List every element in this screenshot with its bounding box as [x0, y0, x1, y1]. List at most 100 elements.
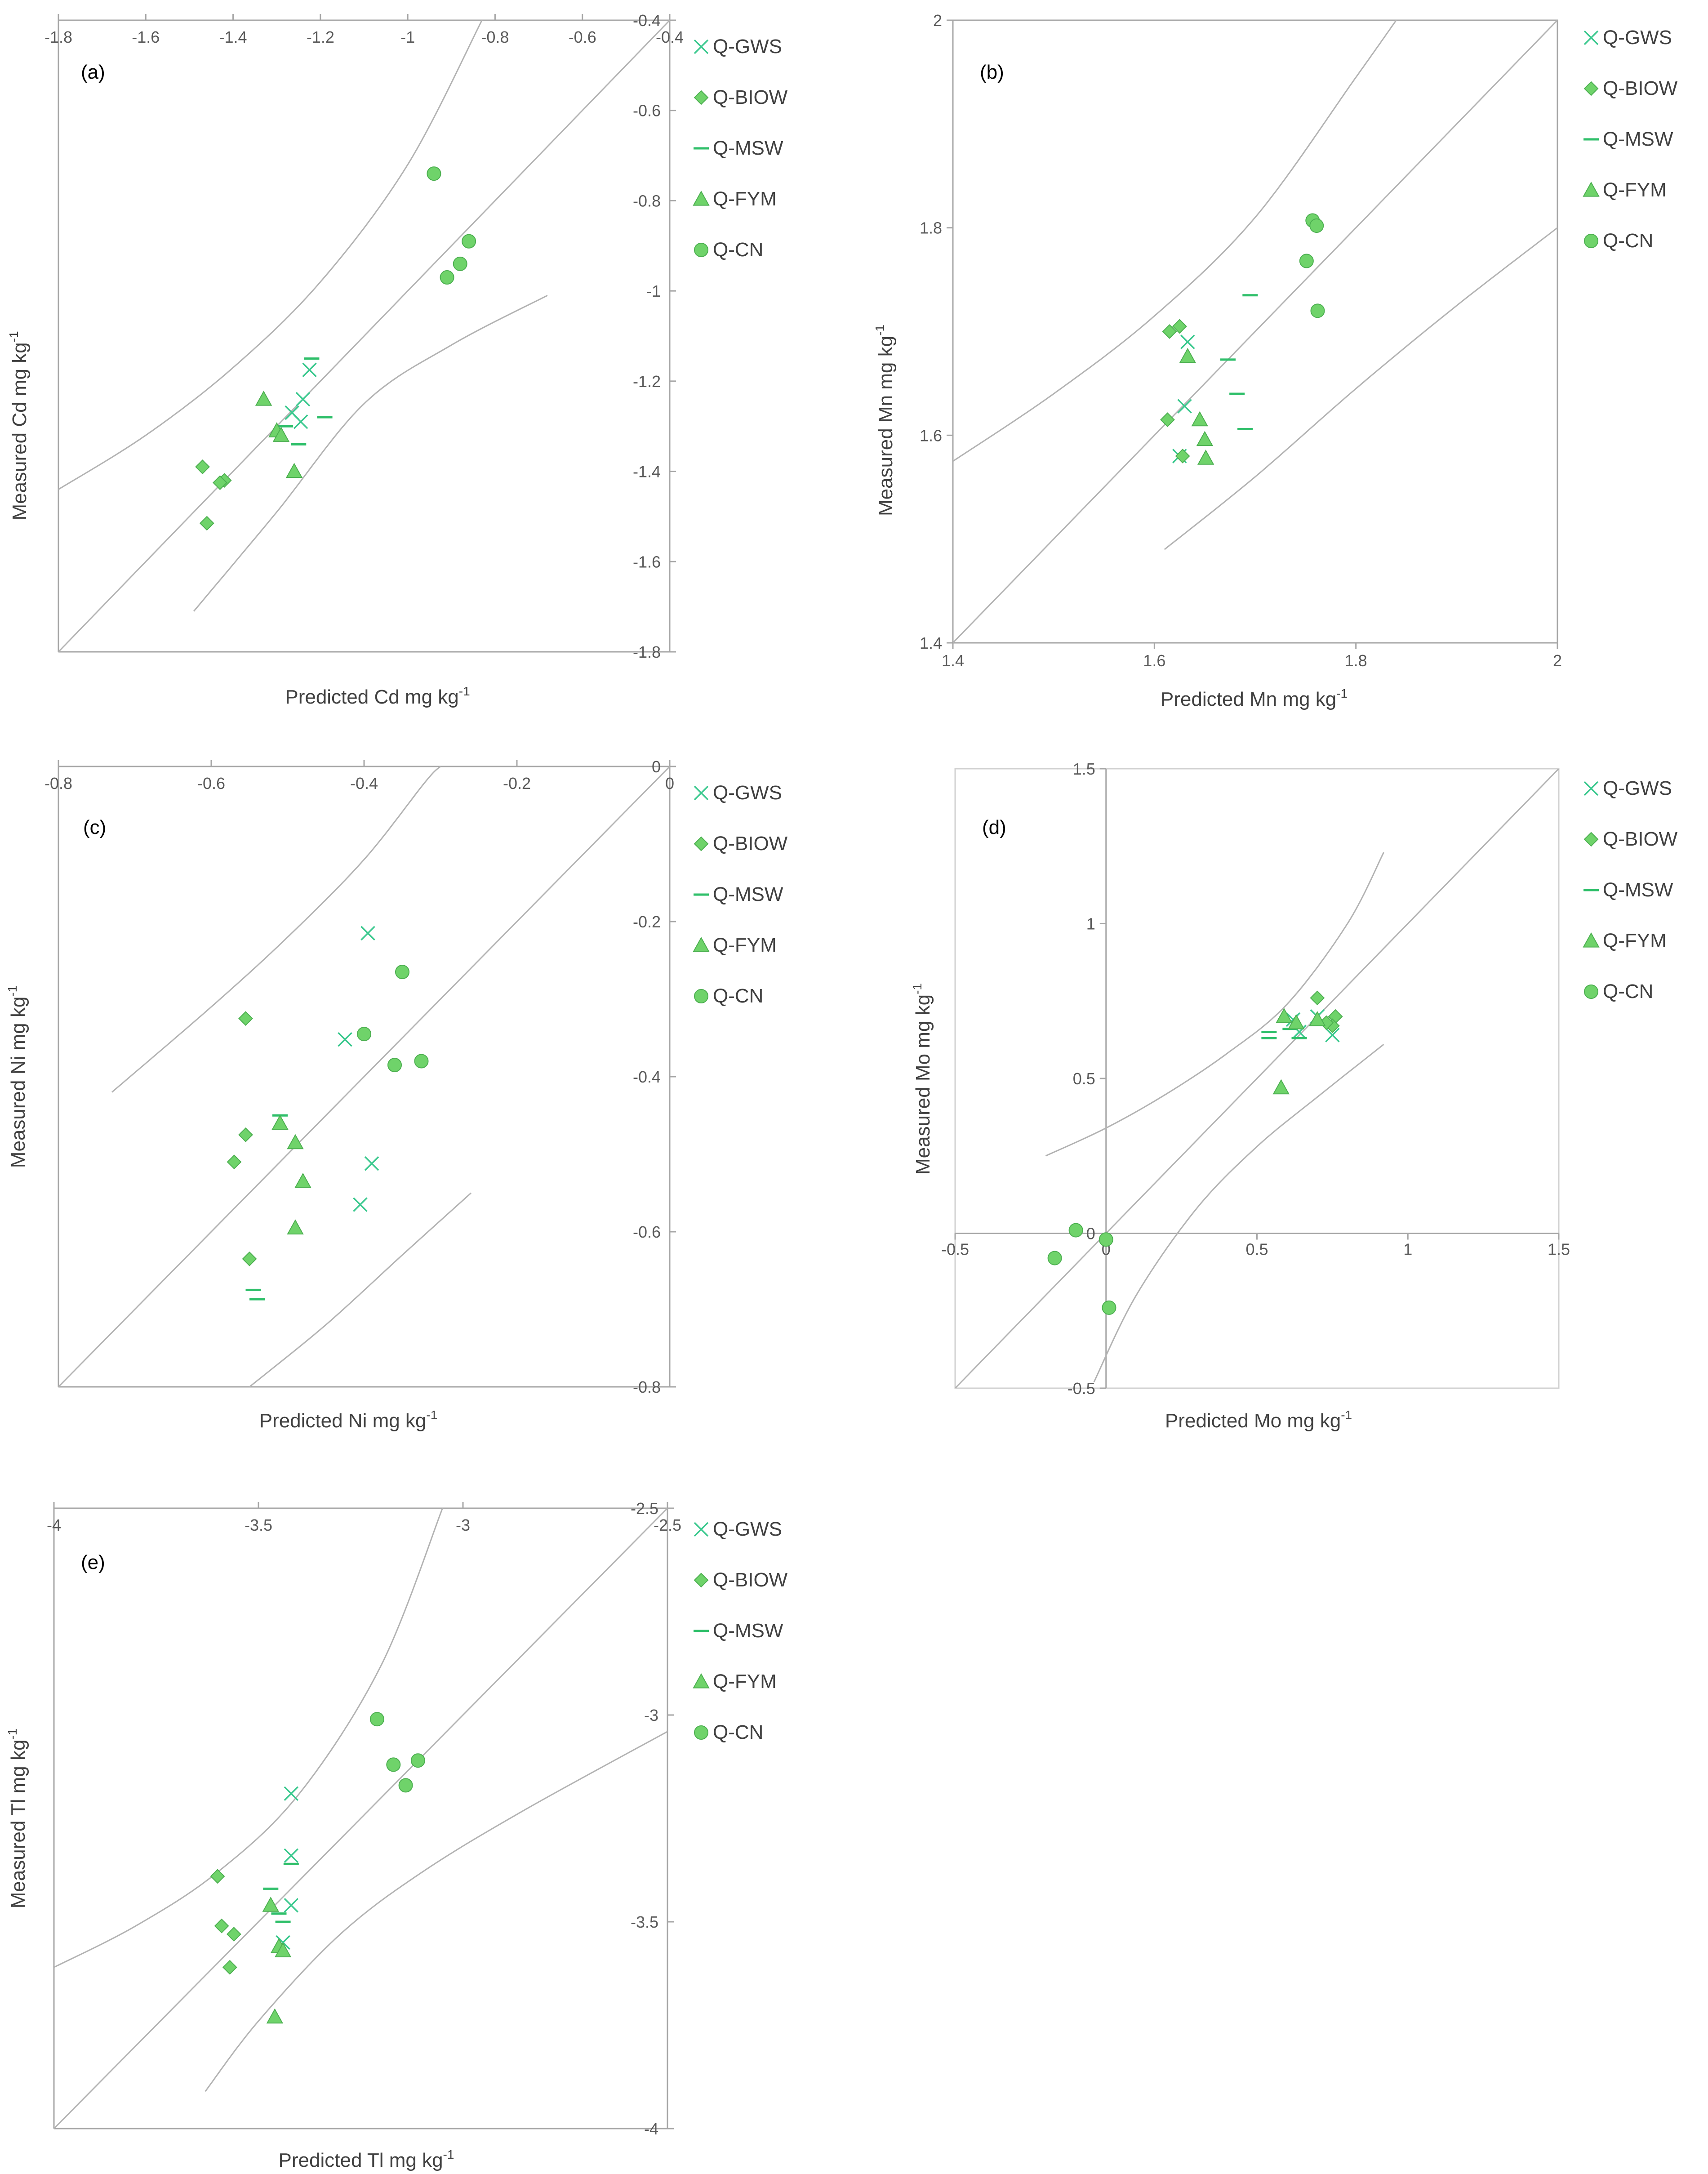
- y-tick-label: -0.6: [633, 102, 661, 120]
- chart-panel-e: -4 -3.5 -3 -2.5-2.5 -3 -3.5 -4 (e) Predicted Tl …: [5, 1499, 788, 2171]
- y-axis-title-unit: -1: [5, 985, 19, 997]
- y-tick-label: -4: [644, 2120, 658, 2138]
- data-point-q-biow: [1175, 449, 1190, 463]
- y-tick-label: 1: [1086, 915, 1095, 933]
- legend-label: Q-FYM: [1603, 179, 1667, 201]
- data-point-q-cn: [1047, 1251, 1062, 1265]
- plot-area: [58, 20, 670, 652]
- data-point-q-gws: [284, 1786, 299, 1801]
- data-point-q-biow: [238, 1011, 253, 1026]
- y-tick-label: -3: [644, 1706, 658, 1724]
- data-point-q-gws: [293, 414, 308, 429]
- y-tick-label: -0.8: [633, 192, 661, 210]
- legend-label: Q-BIOW: [713, 86, 788, 108]
- panel-label: (d): [982, 816, 1006, 838]
- legend-label: Q-FYM: [1603, 930, 1667, 952]
- legend-label: Q-FYM: [713, 1671, 777, 1693]
- chart-panel-d: -0.5 0 0.5 1 1.51.510.50-0.5(d)Predicted Mo …: [910, 760, 1678, 1432]
- data-point-q-fym: [1288, 1014, 1305, 1029]
- x-axis-title-text: Predicted Mo mg kg: [1165, 1410, 1341, 1432]
- x-tick-label: -0.5: [941, 1240, 969, 1259]
- legend: Q-GWS Q-BIOW Q-MSW Q-FYM Q-CN: [1583, 777, 1678, 1002]
- plot-frame: [954, 768, 1560, 1389]
- x-axis-title-text: Predicted Cd mg kg: [285, 686, 458, 708]
- legend-label: Q-CN: [713, 1721, 763, 1743]
- x-axis-title: Predicted Cd mg kg-1: [285, 684, 470, 708]
- legend-label: Q-BIOW: [1603, 828, 1678, 850]
- x-tick-label: -0.4: [656, 28, 684, 46]
- data-point-q-fym: [287, 1219, 304, 1234]
- upper-prediction-band: [1045, 852, 1384, 1157]
- x-axis-title-text: Predicted Tl mg kg: [279, 2149, 443, 2171]
- y-tick-label: -0.4: [633, 11, 661, 30]
- data-point-q-biow: [214, 1918, 229, 1933]
- data-point-q-cn: [395, 965, 409, 980]
- data-point-q-gws: [364, 1156, 379, 1171]
- data-point-q-fym: [1196, 431, 1214, 446]
- y-tick-label: 0.5: [1073, 1069, 1095, 1088]
- y-tick-label: -2.5: [631, 1499, 658, 1518]
- data-point-q-cn: [414, 1054, 429, 1069]
- x-axis-title: Predicted Tl mg kg-1: [279, 2147, 454, 2171]
- y-axis-title-unit: -1: [5, 1729, 19, 1740]
- x-axis-title: Predicted Mo mg kg-1: [1165, 1408, 1352, 1432]
- legend-label: Q-MSW: [713, 1620, 783, 1642]
- x-axis-title-unit: -1: [459, 684, 470, 698]
- legend-label: Q-MSW: [1603, 879, 1673, 901]
- panel-label: (b): [980, 61, 1004, 83]
- data-point-q-fym: [287, 1134, 304, 1149]
- legend-label: Q-MSW: [713, 883, 783, 905]
- y-axis-title-text: Measured Mo mg kg: [912, 994, 934, 1175]
- panel-label: (c): [83, 816, 106, 838]
- y-tick-label: 1.8: [920, 219, 942, 237]
- x-tick-label: -0.4: [350, 774, 378, 793]
- data-point-q-cn: [1068, 1223, 1083, 1238]
- data-point-q-cn: [1102, 1300, 1116, 1315]
- data-point-q-cn: [462, 234, 476, 249]
- y-axis-title: Measured Tl mg kg-1: [5, 1729, 29, 1909]
- legend-circle-marker-icon: [694, 989, 708, 1003]
- data-point-q-fym: [266, 2008, 284, 2024]
- data-point-q-biow: [199, 516, 214, 531]
- x-axis-title-unit: -1: [426, 1408, 437, 1422]
- legend-x-marker-icon: [694, 39, 709, 54]
- x-tick-label: -0.6: [569, 28, 596, 46]
- legend-circle-marker-icon: [694, 243, 708, 257]
- legend-x-marker-icon: [1583, 781, 1599, 796]
- x-axis-title-unit: -1: [1341, 1408, 1352, 1422]
- y-tick-label: -0.6: [633, 1223, 661, 1241]
- data-point-q-cn: [357, 1027, 371, 1042]
- data-point-q-biow: [213, 475, 227, 490]
- y-tick-label: 2: [933, 11, 942, 30]
- x-axis-title: Predicted Ni mg kg-1: [259, 1408, 438, 1432]
- x-tick-label: -3: [456, 1516, 470, 1534]
- x-tick-label: -1.8: [44, 28, 72, 46]
- x-tick-label: -0.8: [44, 774, 72, 793]
- data-point-q-biow: [1162, 324, 1177, 339]
- panel-label: (e): [81, 1551, 105, 1573]
- legend-label: Q-CN: [713, 985, 763, 1007]
- data-point-q-cn: [440, 270, 454, 285]
- y-tick-label: -1.8: [633, 643, 661, 661]
- lower-prediction-band: [193, 294, 548, 612]
- data-point-q-cn: [387, 1058, 402, 1073]
- y-tick-label: -0.4: [633, 1068, 661, 1086]
- lower-prediction-band: [249, 1192, 472, 1387]
- data-point-q-gws: [338, 1032, 352, 1047]
- x-tick-label: -2.5: [654, 1516, 681, 1534]
- y-tick-label: -1.4: [633, 463, 661, 481]
- upper-prediction-band: [58, 20, 483, 490]
- legend-circle-marker-icon: [1584, 234, 1598, 248]
- y-axis-title: Measured Mn mg kg-1: [873, 325, 897, 516]
- data-point-q-biow: [210, 1869, 225, 1884]
- legend-triangle-marker-icon: [693, 190, 710, 206]
- data-point-q-cn: [410, 1753, 425, 1768]
- y-axis-title: Measured Cd mg kg-1: [7, 331, 31, 520]
- data-point-q-gws: [1325, 1028, 1340, 1042]
- x-tick-label: -0.2: [503, 774, 531, 793]
- legend-label: Q-MSW: [713, 137, 783, 159]
- upper-prediction-band: [111, 766, 441, 1093]
- data-point-q-cn: [427, 166, 441, 181]
- legend-x-marker-icon: [1583, 30, 1599, 45]
